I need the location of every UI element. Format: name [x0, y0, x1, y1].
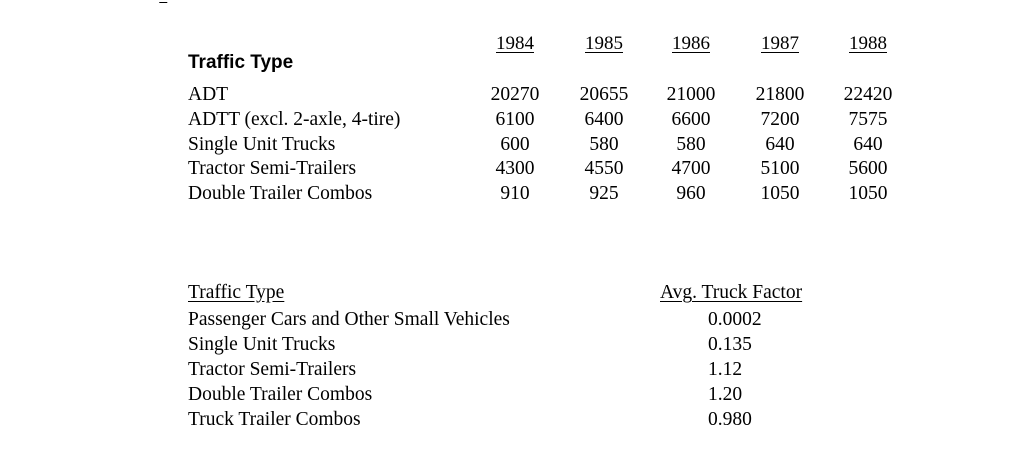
traffic-volume-table: 1984 1985 1986 1987 1988 Traffic Type AD…	[0, 0, 1024, 220]
row-label: Passenger Cars and Other Small Vehicles	[188, 309, 510, 330]
table-cell: 1050	[848, 183, 888, 204]
table-cell: 4300	[495, 158, 535, 179]
table-cell: 7200	[760, 109, 800, 130]
year-header: 1986	[672, 33, 710, 54]
year-header: 1984	[496, 33, 534, 54]
table-cell: 5600	[848, 158, 888, 179]
table-row: Double Trailer Combos 1.20	[0, 384, 1024, 409]
row-label: Double Trailer Combos	[188, 183, 373, 204]
table-cell: 600	[500, 134, 530, 155]
row-label: Double Trailer Combos	[188, 384, 373, 405]
table-cell: 21800	[755, 84, 805, 105]
table-heading: Traffic Type	[188, 52, 294, 73]
table-row: Double Trailer Combos 910 925 960 1050 1…	[0, 183, 1024, 208]
table-cell: 0.980	[708, 409, 752, 430]
table-cell: 6600	[671, 109, 711, 130]
table-cell: 20655	[579, 84, 629, 105]
row-label: Tractor Semi-Trailers	[188, 359, 357, 380]
table-cell: 6400	[584, 109, 624, 130]
table-cell: 0.0002	[708, 309, 762, 330]
table-cell: 7575	[848, 109, 888, 130]
table-cell: 910	[500, 183, 530, 204]
table-cell: 4700	[671, 158, 711, 179]
column-header-traffic-type: Traffic Type	[188, 282, 285, 303]
table-cell: 580	[676, 134, 706, 155]
table-cell: 640	[853, 134, 883, 155]
row-label: Single Unit Trucks	[188, 334, 336, 355]
column-header-truck-factor: Avg. Truck Factor	[660, 282, 803, 303]
table-cell: 1050	[760, 183, 800, 204]
year-header: 1987	[761, 33, 799, 54]
table-row: Single Unit Trucks 0.135	[0, 334, 1024, 359]
year-header: 1988	[849, 33, 887, 54]
year-header: 1985	[585, 33, 623, 54]
table-cell: 580	[589, 134, 619, 155]
table-cell: 22420	[843, 84, 893, 105]
table-row: Passenger Cars and Other Small Vehicles …	[0, 309, 1024, 334]
table-row: ADTT (excl. 2-axle, 4-tire) 6100 6400 66…	[0, 109, 1024, 134]
row-label: ADTT (excl. 2-axle, 4-tire)	[188, 109, 401, 130]
table-cell: 925	[589, 183, 619, 204]
table-cell: 6100	[495, 109, 535, 130]
table-row: ADT 20270 20655 21000 21800 22420	[0, 84, 1024, 109]
table-row: Truck Trailer Combos 0.980	[0, 409, 1024, 434]
table-cell: 1.12	[708, 359, 743, 380]
row-label: Truck Trailer Combos	[188, 409, 361, 430]
table-row: Single Unit Trucks 600 580 580 640 640	[0, 134, 1024, 159]
table-row: Tractor Semi-Trailers 4300 4550 4700 510…	[0, 158, 1024, 183]
row-label: Single Unit Trucks	[188, 134, 336, 155]
table-cell: 1.20	[708, 384, 743, 405]
row-label: ADT	[188, 84, 229, 105]
table-cell: 5100	[760, 158, 800, 179]
row-label: Tractor Semi-Trailers	[188, 158, 357, 179]
table-cell: 0.135	[708, 334, 752, 355]
table-cell: 4550	[584, 158, 624, 179]
table-cell: 21000	[666, 84, 716, 105]
truck-factor-table: Traffic Type Avg. Truck Factor Passenger…	[0, 282, 1024, 452]
table-cell: 20270	[490, 84, 540, 105]
table-cell: 640	[765, 134, 795, 155]
table-cell: 960	[676, 183, 706, 204]
table-row: Tractor Semi-Trailers 1.12	[0, 359, 1024, 384]
